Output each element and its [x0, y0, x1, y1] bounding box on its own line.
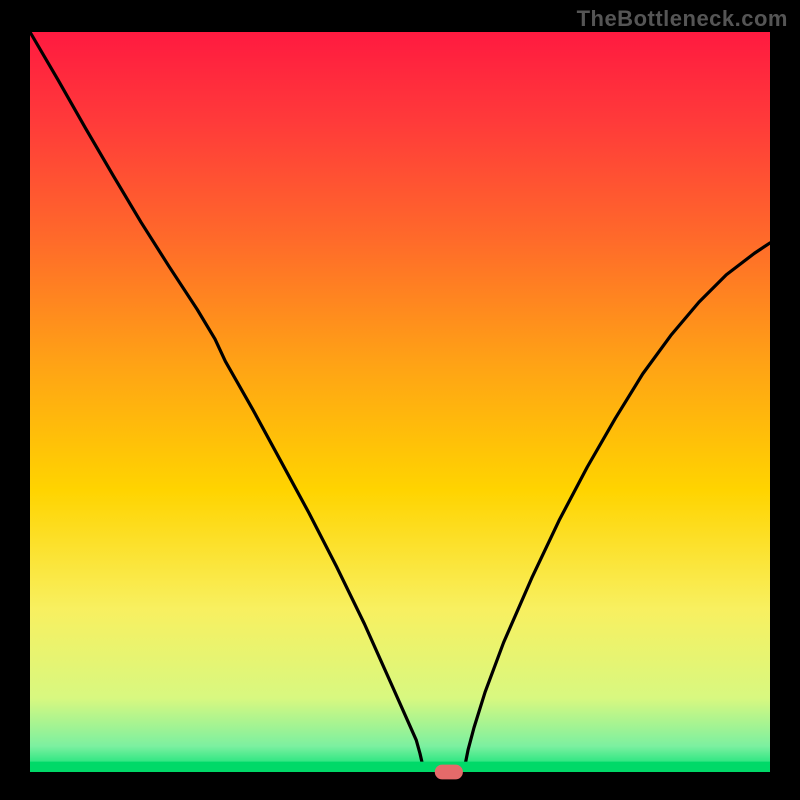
chart-frame: TheBottleneck.com — [0, 0, 800, 800]
marker-pill — [435, 765, 463, 780]
chart-background — [30, 32, 770, 772]
bottom-band — [30, 762, 770, 772]
bottleneck-chart — [0, 0, 800, 800]
